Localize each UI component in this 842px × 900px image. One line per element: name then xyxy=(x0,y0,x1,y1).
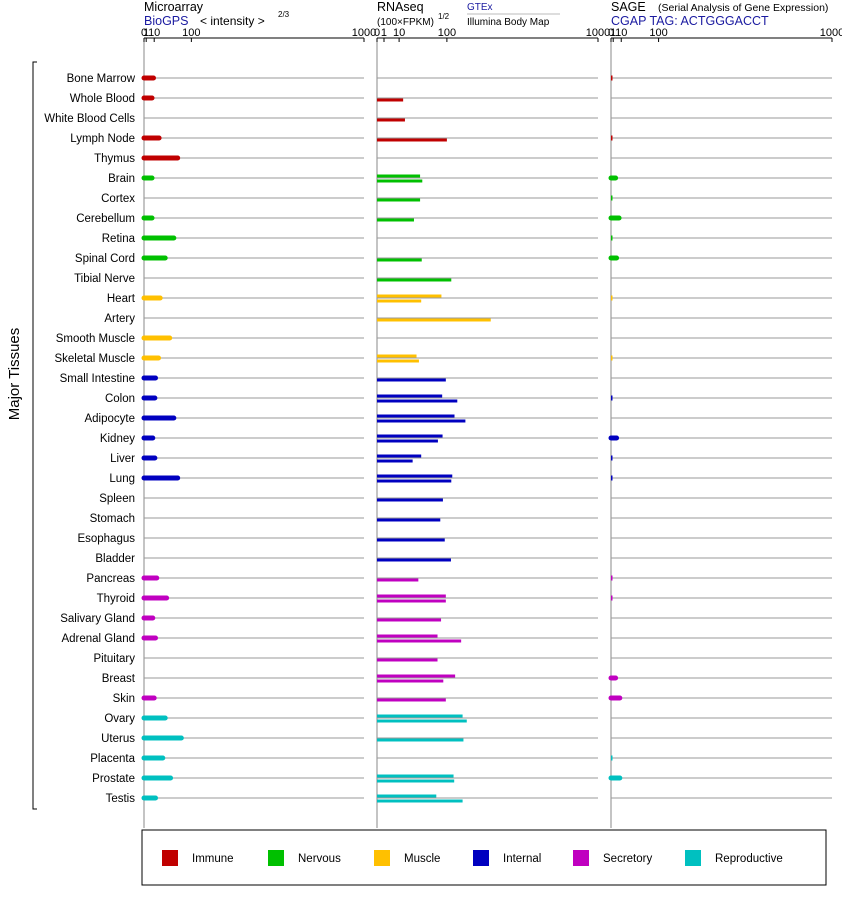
x-tick-label: 10 xyxy=(393,27,405,39)
tissue-label: Esophagus xyxy=(77,533,135,545)
rnaseq-header: RNAseq (100×FPKM) 1/2 GTEx Illumina Body… xyxy=(377,0,560,28)
tissue-label: Adrenal Gland xyxy=(61,633,135,645)
microarray-header: Microarray BioGPS < intensity > 2/3 xyxy=(144,0,290,28)
tissue-label: Stomach xyxy=(90,513,135,525)
x-tick-label: 1 xyxy=(381,27,387,39)
tissue-label: Brain xyxy=(108,173,135,185)
sage-header: SAGE (Serial Analysis of Gene Expression… xyxy=(611,0,828,28)
tissue-label: Bone Marrow xyxy=(67,73,136,85)
x-tick-label: 0 xyxy=(141,27,147,39)
rnaseq-unit-exponent: 1/2 xyxy=(438,12,450,21)
legend-label: Muscle xyxy=(404,853,440,865)
x-tick-label: 1000 xyxy=(586,27,610,39)
tissue-label: Testis xyxy=(106,793,136,805)
legend-label: Reproductive xyxy=(715,853,783,865)
x-tick-label: 100 xyxy=(182,27,200,39)
tissue-label: Small Intestine xyxy=(60,373,135,385)
tissue-label: Skin xyxy=(113,693,135,705)
tissue-label: Cortex xyxy=(101,193,135,205)
sage-subtitle: (Serial Analysis of Gene Expression) xyxy=(658,2,828,14)
tissue-label: Ovary xyxy=(104,713,135,725)
x-tick-label: 0 xyxy=(608,27,614,39)
sage-title: SAGE xyxy=(611,0,646,14)
tissue-label: Breast xyxy=(102,673,136,685)
rnaseq-title: RNAseq xyxy=(377,0,424,14)
side-label: Major Tissues xyxy=(6,328,23,421)
panel-rnaseq: 0 1 10 100 1000 xyxy=(374,27,610,828)
tissue-label: Whole Blood xyxy=(70,93,135,105)
rnaseq-unit: (100×FPKM) xyxy=(377,17,434,28)
microarray-unit-exponent: 2/3 xyxy=(278,10,290,19)
legend-swatch-internal xyxy=(473,850,489,866)
tissue-label: Liver xyxy=(110,453,135,465)
tissue-label: Heart xyxy=(107,293,136,305)
legend-label: Secretory xyxy=(603,853,652,865)
tissue-label: Pituitary xyxy=(93,653,135,665)
x-tick-label: 1 xyxy=(610,27,616,39)
tissue-label: Artery xyxy=(104,313,135,325)
tissue-label: Prostate xyxy=(92,773,135,785)
tissue-label: Lymph Node xyxy=(70,133,135,145)
microarray-unit: < intensity > xyxy=(200,14,265,28)
microarray-title: Microarray xyxy=(144,0,204,14)
tissue-label: White Blood Cells xyxy=(44,113,135,125)
legend-swatch-nervous xyxy=(268,850,284,866)
rnaseq-source-illumina: Illumina Body Map xyxy=(467,17,550,28)
tissue-label: Spinal Cord xyxy=(75,253,135,265)
legend-swatch-reproductive xyxy=(685,850,701,866)
legend-swatch-immune xyxy=(162,850,178,866)
tissue-label: Bladder xyxy=(95,553,135,565)
tissue-label: Lung xyxy=(109,473,135,485)
row-labels: Bone Marrow Whole Blood White Blood Cells L… xyxy=(44,73,136,805)
tissue-label: Spleen xyxy=(99,493,135,505)
x-tick-label: 10 xyxy=(615,27,627,39)
x-tick-label: 100 xyxy=(438,27,456,39)
tissue-label: Skeletal Muscle xyxy=(54,353,135,365)
tissue-label: Thymus xyxy=(94,153,135,165)
tissue-label: Placenta xyxy=(90,753,135,765)
tissue-label: Thyroid xyxy=(97,593,135,605)
tissue-label: Adipocyte xyxy=(84,413,135,425)
legend-label: Internal xyxy=(503,853,541,865)
tissue-label: Salivary Gland xyxy=(60,613,135,625)
legend-swatch-secretory xyxy=(573,850,589,866)
tissue-label: Pancreas xyxy=(86,573,135,585)
x-tick-label: 100 xyxy=(649,27,667,39)
legend-label: Immune xyxy=(192,853,234,865)
legend-swatch-muscle xyxy=(374,850,390,866)
tissue-label: Smooth Muscle xyxy=(56,333,135,345)
tissue-label: Tibial Nerve xyxy=(74,273,135,285)
rnaseq-source-gtex: GTEx xyxy=(467,2,493,13)
x-tick-label: 1 xyxy=(143,27,149,39)
x-tick-label: 0 xyxy=(374,27,380,39)
legend-label: Nervous xyxy=(298,853,341,865)
x-tick-label: 10 xyxy=(148,27,160,39)
tissue-label: Colon xyxy=(105,393,135,405)
tissue-bracket xyxy=(32,61,37,810)
tissue-label: Kidney xyxy=(100,433,135,445)
tissue-label: Uterus xyxy=(101,733,135,745)
x-tick-label: 1000 xyxy=(352,27,376,39)
x-tick-label: 1000 xyxy=(820,27,842,39)
sage-tag: CGAP TAG: ACTGGGACCT xyxy=(611,14,769,28)
microarray-source: BioGPS xyxy=(144,14,188,28)
legend: Immune Nervous Muscle Internal Secretory Repr… xyxy=(162,850,783,866)
tissue-label: Cerebellum xyxy=(76,213,135,225)
tissue-label: Retina xyxy=(102,233,136,245)
